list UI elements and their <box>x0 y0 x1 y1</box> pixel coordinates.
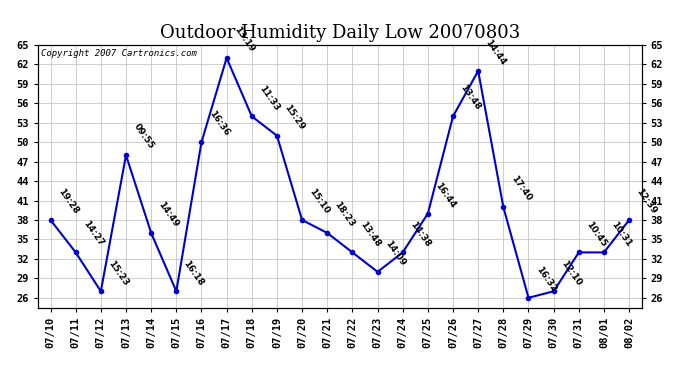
Text: 10:45: 10:45 <box>584 220 608 248</box>
Text: 19:28: 19:28 <box>56 187 80 216</box>
Text: 12:10: 12:10 <box>559 259 583 287</box>
Text: 15:23: 15:23 <box>106 258 130 287</box>
Text: 16:18: 16:18 <box>182 258 206 287</box>
Text: 11:33: 11:33 <box>257 84 281 112</box>
Text: Copyright 2007 Cartronics.com: Copyright 2007 Cartronics.com <box>41 49 197 58</box>
Text: 17:40: 17:40 <box>509 174 533 203</box>
Text: 12:39: 12:39 <box>635 187 658 216</box>
Text: 14:49: 14:49 <box>157 200 181 229</box>
Text: 14:38: 14:38 <box>408 219 432 248</box>
Text: 13:48: 13:48 <box>459 83 482 112</box>
Text: 16:32: 16:32 <box>534 265 558 294</box>
Text: 10:31: 10:31 <box>609 220 633 248</box>
Text: 14:44: 14:44 <box>484 38 508 67</box>
Text: 13:48: 13:48 <box>358 219 382 248</box>
Text: 14:27: 14:27 <box>81 219 105 248</box>
Text: 14:09: 14:09 <box>383 239 407 268</box>
Text: 16:36: 16:36 <box>207 110 231 138</box>
Title: Outdoor Humidity Daily Low 20070803: Outdoor Humidity Daily Low 20070803 <box>159 24 520 42</box>
Text: 16:44: 16:44 <box>433 180 457 209</box>
Text: 13:19: 13:19 <box>232 25 256 54</box>
Text: 15:10: 15:10 <box>308 188 331 216</box>
Text: 09:55: 09:55 <box>132 122 155 151</box>
Text: 18:23: 18:23 <box>333 200 357 229</box>
Text: 15:29: 15:29 <box>282 103 306 132</box>
